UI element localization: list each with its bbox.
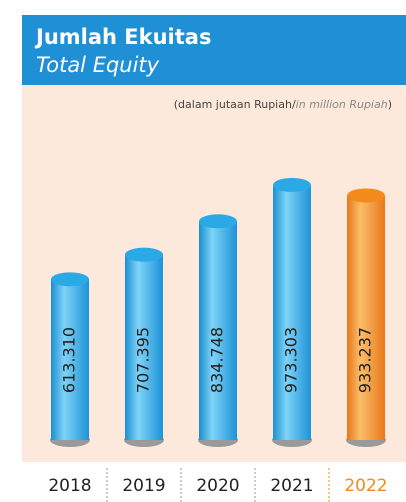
bar-top — [125, 247, 163, 262]
x-tick-label: 2021 — [270, 476, 313, 496]
x-tick-label: 2020 — [196, 476, 239, 496]
unit-close: ) — [388, 98, 392, 111]
x-tick-label: 2018 — [48, 476, 91, 496]
value-label: 707.395 — [134, 327, 153, 393]
bar-top — [273, 177, 311, 192]
unit-note: (dalam jutaan Rupiah/in million Rupiah) — [174, 98, 392, 111]
unit-text: (dalam jutaan Rupiah/ — [174, 98, 296, 111]
bar-top — [347, 188, 385, 203]
unit-text-en: in million Rupiah — [296, 98, 388, 111]
bar — [199, 221, 237, 440]
chart-subtitle: Total Equity — [36, 53, 160, 77]
value-label: 613.310 — [60, 327, 79, 393]
bar-top — [199, 214, 237, 229]
value-label: 834.748 — [208, 327, 227, 393]
x-tick-label: 2019 — [122, 476, 165, 496]
value-label: 933.237 — [356, 327, 375, 393]
bar — [273, 184, 311, 440]
bar-top — [51, 272, 89, 287]
bar — [51, 279, 89, 440]
bar — [347, 195, 385, 440]
header-band — [22, 15, 406, 85]
chart-title: Jumlah Ekuitas — [34, 25, 211, 49]
value-label: 973.303 — [282, 327, 301, 393]
x-tick-label: 2022 — [344, 476, 387, 496]
bar — [125, 254, 163, 440]
